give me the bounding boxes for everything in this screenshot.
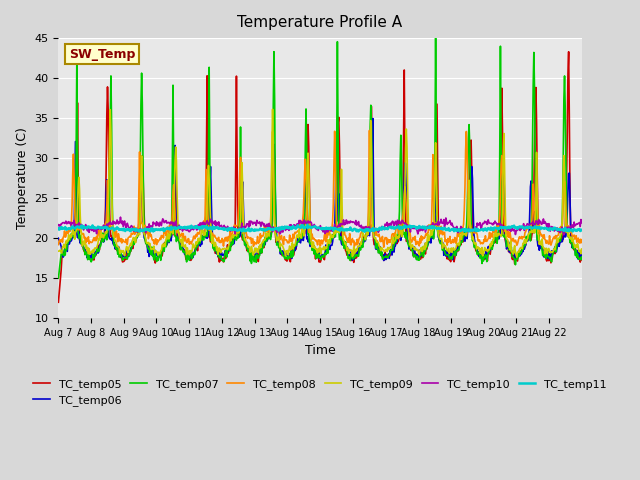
TC_temp10 <box>116 220 124 226</box>
Legend: TC_temp05, TC_temp06, TC_temp07, TC_temp08, TC_temp09, TC_temp10, TC_temp11: TC_temp05, TC_temp06, TC_temp07, TC_temp… <box>29 374 611 410</box>
TC_temp10 <box>213 219 221 225</box>
TC_temp08 <box>380 244 388 250</box>
TC_temp08 <box>116 237 124 243</box>
TC_temp08 <box>54 242 62 248</box>
TC_temp11 <box>116 227 124 232</box>
Line: TC_temp10: TC_temp10 <box>58 217 582 235</box>
TC_temp07 <box>403 236 411 242</box>
TC_temp09 <box>374 240 382 245</box>
Y-axis label: Temperature (C): Temperature (C) <box>16 127 29 229</box>
TC_temp09 <box>578 246 586 252</box>
TC_temp07 <box>238 227 246 232</box>
Line: TC_temp06: TC_temp06 <box>58 119 582 263</box>
TC_temp11 <box>212 224 220 230</box>
TC_temp08 <box>212 235 220 241</box>
TC_temp11 <box>375 226 383 231</box>
TC_temp10 <box>578 220 586 226</box>
Line: TC_temp11: TC_temp11 <box>58 225 582 232</box>
TC_temp10 <box>116 214 124 220</box>
TC_temp07 <box>116 253 124 259</box>
TC_temp05 <box>565 49 573 55</box>
TC_temp08 <box>365 128 373 133</box>
TC_temp09 <box>212 242 220 248</box>
TC_temp06 <box>54 235 62 241</box>
TC_temp05 <box>578 257 586 263</box>
TC_temp06 <box>578 254 586 260</box>
TC_temp10 <box>54 222 62 228</box>
TC_temp06 <box>258 245 266 251</box>
TC_temp10 <box>259 219 266 225</box>
TC_temp11 <box>258 226 266 232</box>
TC_temp08 <box>258 233 266 239</box>
TC_temp06 <box>238 193 246 199</box>
Line: TC_temp08: TC_temp08 <box>58 131 582 247</box>
TC_temp11 <box>54 225 62 231</box>
TC_temp06 <box>374 245 382 251</box>
TC_temp08 <box>238 195 246 201</box>
TC_temp08 <box>374 233 382 239</box>
TC_temp07 <box>432 35 440 41</box>
TC_temp07 <box>212 246 220 252</box>
TC_temp05 <box>238 234 246 240</box>
TC_temp10 <box>239 226 246 232</box>
TC_temp11 <box>404 224 412 229</box>
TC_temp05 <box>258 250 266 256</box>
Title: Temperature Profile A: Temperature Profile A <box>237 15 403 30</box>
TC_temp10 <box>560 232 568 238</box>
X-axis label: Time: Time <box>305 344 335 357</box>
Line: TC_temp05: TC_temp05 <box>58 52 582 302</box>
TC_temp10 <box>374 229 382 235</box>
TC_temp06 <box>212 246 220 252</box>
TC_temp06 <box>404 237 412 242</box>
TC_temp09 <box>116 251 124 256</box>
TC_temp09 <box>258 241 266 247</box>
TC_temp07 <box>374 244 381 250</box>
TC_temp07 <box>54 276 62 281</box>
TC_temp05 <box>374 241 381 247</box>
TC_temp07 <box>258 250 266 256</box>
TC_temp09 <box>54 248 62 254</box>
TC_temp05 <box>116 251 124 256</box>
TC_temp10 <box>404 222 412 228</box>
TC_temp05 <box>212 250 220 255</box>
TC_temp09 <box>238 160 246 166</box>
TC_temp11 <box>361 229 369 235</box>
TC_temp07 <box>578 254 586 260</box>
TC_temp09 <box>513 254 521 260</box>
TC_temp11 <box>238 228 246 234</box>
TC_temp06 <box>478 260 486 265</box>
Line: TC_temp07: TC_temp07 <box>58 38 582 278</box>
TC_temp11 <box>303 222 311 228</box>
TC_temp08 <box>578 237 586 242</box>
TC_temp05 <box>403 238 411 243</box>
TC_temp09 <box>404 187 412 192</box>
TC_temp06 <box>369 116 377 121</box>
TC_temp05 <box>54 300 62 305</box>
Line: TC_temp09: TC_temp09 <box>58 109 582 257</box>
TC_temp08 <box>404 226 412 232</box>
Text: SW_Temp: SW_Temp <box>69 48 135 61</box>
TC_temp09 <box>269 107 276 112</box>
TC_temp11 <box>578 227 586 233</box>
TC_temp06 <box>116 251 124 256</box>
